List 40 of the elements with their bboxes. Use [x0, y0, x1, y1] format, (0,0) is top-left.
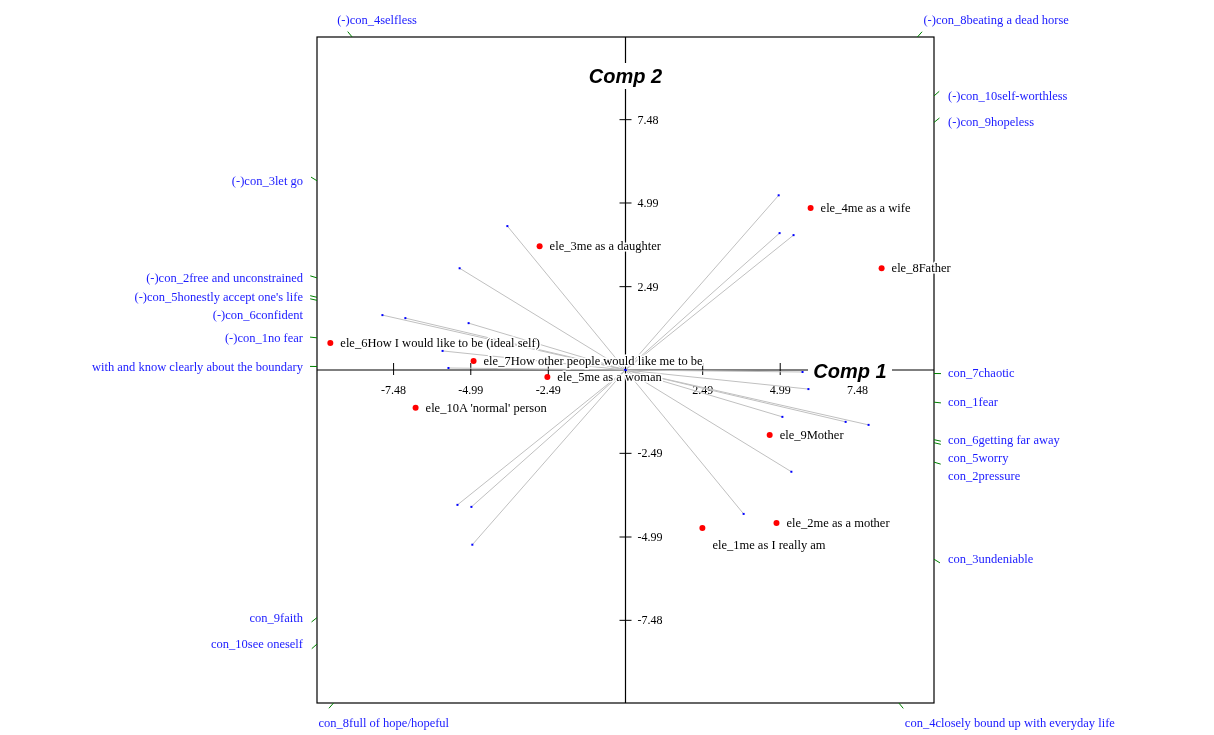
annotation: ele_10A 'normal' person — [425, 400, 548, 415]
text: con_6getting far away — [948, 432, 1061, 447]
y-tick-label: -7.48 — [637, 613, 663, 628]
text: con_9faith — [249, 610, 304, 625]
text: with and know clearly about the boundary — [91, 359, 304, 374]
text: (-)con_2free and unconstrained — [146, 270, 304, 285]
text: (-)con_3let go — [231, 173, 303, 188]
text: (-)con_1no fear — [224, 330, 304, 345]
text: (-)con_9hopeless — [948, 115, 1035, 130]
annotation: ele_4me as a wife — [820, 201, 911, 216]
text: con_7chaotic — [948, 366, 1016, 381]
text: con_2pressure — [948, 468, 1021, 483]
text: (-)con_5honestly accept one's life — [134, 290, 304, 305]
text: con_4closely bound up with everyday life — [904, 716, 1116, 730]
text: con_10see oneself — [211, 637, 304, 652]
y-tick-label: -2.49 — [637, 446, 663, 461]
x-tick-label: -7.48 — [381, 383, 407, 397]
y-tick-label: 2.49 — [637, 279, 659, 294]
text: (-)con_6confident — [212, 308, 304, 323]
x-tick-label: 2.49 — [692, 383, 714, 397]
text: con_3undeniable — [948, 552, 1034, 567]
annotation: ele_9Mother — [779, 427, 845, 442]
x-axis-title: Comp 1 — [813, 360, 887, 382]
text: con_1fear — [948, 395, 999, 410]
y-tick-label: 4.99 — [637, 196, 659, 210]
annotation: ele_6How I would like to be (ideal self) — [340, 335, 540, 350]
y-axis-title: Comp 2 — [588, 65, 663, 87]
text: (-)con_10self-worthless — [948, 88, 1068, 103]
text: con_5worry — [948, 450, 1010, 465]
x-tick-label: 4.99 — [769, 383, 791, 397]
annotation: ele_1me as I really am — [712, 537, 826, 552]
text: (-)con_4selfless — [337, 13, 418, 27]
x-tick-label: -4.99 — [458, 383, 484, 397]
annotation: ele_2me as a mother — [786, 515, 891, 530]
text: con_8full of hope/hopeful — [318, 716, 450, 730]
x-tick-label: -2.49 — [535, 383, 561, 397]
text: (-)con_8beating a dead horse — [923, 13, 1070, 27]
y-tick-label: -4.99 — [637, 530, 663, 544]
y-tick-label: 7.48 — [637, 112, 659, 127]
x-tick-label: 7.48 — [846, 383, 868, 397]
